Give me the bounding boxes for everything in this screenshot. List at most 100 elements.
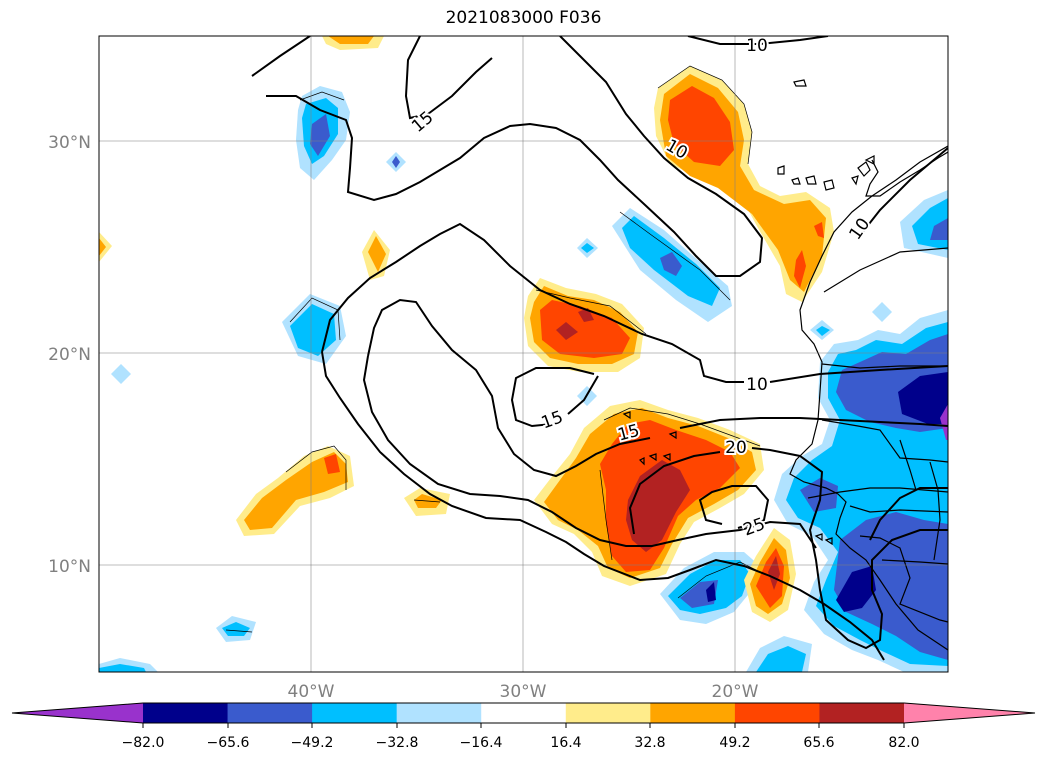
island — [805, 175, 817, 185]
shade-negative — [706, 582, 716, 602]
shade-negative — [392, 156, 400, 168]
contour-line — [510, 367, 595, 428]
border — [899, 439, 917, 491]
colorbar-segment — [396, 703, 482, 723]
colorbar-tick-label: 32.8 — [634, 735, 665, 751]
colorbar-segment — [565, 703, 651, 723]
island — [668, 431, 677, 440]
colorbar-tick-label: 49.2 — [719, 735, 750, 751]
shade-negative — [872, 302, 892, 322]
colorbar-segment — [312, 703, 398, 723]
shade-negative — [222, 622, 250, 636]
contour-label: 10 — [746, 36, 768, 56]
border — [821, 363, 948, 369]
colorbar-tick-label: −16.4 — [460, 735, 503, 751]
colorbar-tick-label: −65.6 — [207, 735, 250, 751]
border — [821, 419, 948, 463]
island — [648, 453, 657, 462]
shade-negative — [660, 252, 682, 276]
colorbar-tick-label: 16.4 — [550, 735, 581, 751]
shade-positive — [324, 454, 340, 474]
contour-label: 15 — [539, 407, 566, 433]
island — [662, 453, 671, 462]
colorbar-extend-high — [904, 703, 1035, 723]
contour-label: 20 — [725, 438, 747, 458]
colorbar-segment — [650, 703, 736, 723]
shade-negative — [800, 478, 838, 512]
shade-positive — [668, 86, 734, 166]
grid-labels: 30°N 20°N 10°N 40°W 30°W 20°W — [48, 133, 759, 702]
shade-negative — [940, 404, 948, 440]
border — [859, 535, 948, 623]
lat-label: 20°N — [48, 345, 91, 365]
shade-positive — [244, 452, 348, 530]
lon-label: 20°W — [712, 682, 759, 702]
shading-outlines — [225, 65, 761, 633]
island — [777, 165, 785, 175]
contour-line — [367, 298, 651, 478]
contour-label: 10 — [746, 375, 768, 395]
shade-positive — [368, 236, 386, 272]
contour-line — [628, 451, 721, 535]
colorbar: −82.0 −65.6 −49.2 −32.8 −16.4 16.4 32.8 … — [11, 702, 1036, 751]
colorbar-segment — [734, 703, 820, 723]
colorbar-extend-low — [12, 703, 143, 723]
island — [823, 179, 835, 191]
island — [791, 177, 801, 185]
shade-negative — [930, 218, 948, 240]
contour-line — [679, 417, 948, 429]
map-frame — [98, 35, 949, 673]
island — [857, 161, 871, 177]
island — [622, 411, 631, 420]
contour-line — [869, 487, 948, 541]
colorbar-segment — [143, 703, 229, 723]
contour-line — [321, 351, 885, 661]
lat-label: 30°N — [48, 133, 91, 153]
shading-layer — [99, 36, 948, 672]
map-title: 2021083000 F036 — [445, 8, 602, 28]
shade-negative — [834, 512, 948, 660]
border — [929, 461, 941, 561]
contour-line — [251, 36, 311, 77]
shade-positive — [556, 322, 578, 340]
colorbar-tick-label: 82.0 — [888, 735, 919, 751]
border — [849, 505, 948, 513]
shade-negative — [99, 664, 146, 672]
contour-lines — [251, 36, 948, 661]
shade-negative — [756, 646, 806, 672]
island — [793, 79, 807, 87]
colorbar-segment — [481, 703, 567, 723]
lon-label: 30°W — [500, 682, 547, 702]
shade-negative — [111, 364, 131, 384]
contour-line — [769, 365, 948, 383]
colorbar-ticks — [142, 723, 905, 728]
contour-line — [266, 36, 764, 277]
shade-negative — [310, 114, 330, 156]
contour-line — [698, 485, 770, 529]
contour-line — [321, 222, 744, 383]
shade-positive — [768, 556, 780, 590]
colorbar-tick-label: −32.8 — [376, 735, 419, 751]
border — [823, 247, 948, 293]
colorbar-segment — [227, 703, 313, 723]
shade-negative — [816, 326, 830, 336]
contour-line — [404, 36, 493, 120]
lat-label: 10°N — [48, 557, 91, 577]
contour-label: 15 — [408, 108, 437, 137]
contour-line — [567, 375, 599, 415]
colorbar-tick-label: 65.6 — [803, 735, 834, 751]
colorbar-segments — [12, 703, 1035, 723]
island — [851, 175, 859, 186]
colorbar-tick-label: −82.0 — [122, 735, 165, 751]
island — [824, 537, 833, 546]
lon-label: 40°W — [288, 682, 335, 702]
shade-positive — [99, 238, 106, 256]
island — [814, 533, 823, 542]
island — [864, 155, 875, 165]
shade-negative — [836, 566, 876, 612]
shade-positive — [540, 300, 630, 358]
shade-positive — [578, 308, 594, 322]
shade-positive — [328, 36, 374, 44]
colorbar-tick-label: −49.2 — [291, 735, 334, 751]
